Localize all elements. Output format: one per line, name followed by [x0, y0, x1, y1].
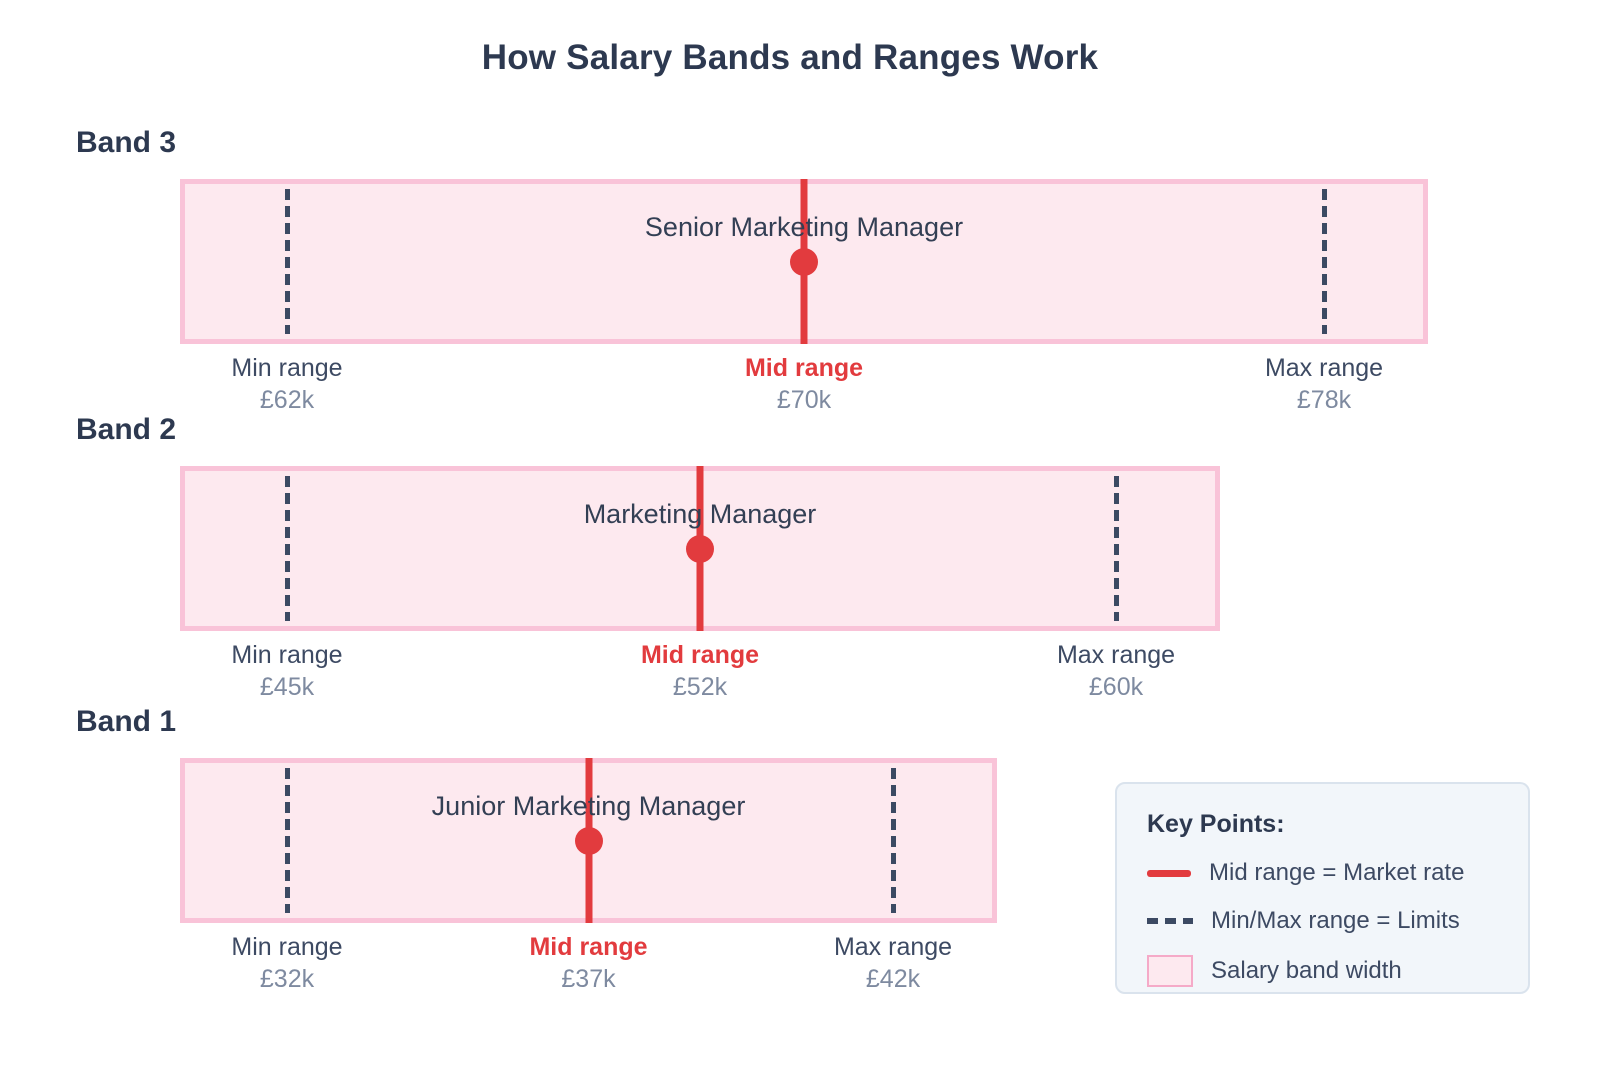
min-range-value: £62k	[259, 386, 315, 414]
min-range-name: Min range	[231, 354, 343, 382]
legend-item-label: Mid range = Market rate	[1209, 859, 1465, 886]
band-3-mid-range-label: Mid range £70k	[745, 353, 863, 415]
band-1-label: Band 1	[76, 705, 177, 738]
band-3-max-range-dashed-line	[1322, 189, 1327, 334]
min-range-value: £45k	[259, 673, 315, 701]
band-3-label: Band 3	[76, 126, 177, 159]
band-1-max-range-label: Max range £42k	[834, 932, 952, 994]
band-3-min-range-label: Min range £62k	[231, 353, 342, 415]
legend-item-salary-band-width: Salary band width	[1147, 955, 1508, 987]
legend-item-label: Salary band width	[1211, 957, 1402, 984]
band-3-role-label: Senior Marketing Manager	[644, 212, 964, 242]
band-2-mid-range-label: Mid range £52k	[641, 640, 759, 702]
band-2-max-range-label: Max range £60k	[1057, 640, 1175, 702]
band-2-max-range-dashed-line	[1114, 476, 1119, 621]
mid-range-value: £37k	[561, 965, 616, 993]
band-1-min-range-dashed-line	[285, 768, 290, 913]
band-2-salary-band-rect: Marketing Manager	[180, 466, 1220, 631]
min-range-name: Min range	[231, 933, 343, 961]
band-3-salary-band-rect: Senior Marketing Manager	[180, 179, 1428, 344]
min-range-value: £32k	[259, 965, 315, 993]
max-range-name: Max range	[1264, 354, 1384, 382]
mid-range-name: Mid range	[640, 641, 760, 669]
mid-range-value: £70k	[776, 386, 832, 414]
max-range-name: Max range	[833, 933, 953, 961]
band-1-market-rate-dot	[574, 826, 603, 855]
min-range-name: Min range	[231, 641, 343, 669]
max-range-name: Max range	[1056, 641, 1176, 669]
band-2-min-range-dashed-line	[285, 476, 290, 621]
legend-title: Key Points:	[1147, 810, 1285, 838]
band-2-min-range-label: Min range £45k	[231, 640, 342, 702]
band-3-min-range-dashed-line	[285, 189, 290, 334]
mid-range-name: Mid range	[529, 933, 648, 961]
band-1-mid-range-label: Mid range £37k	[529, 932, 647, 994]
red-line-swatch-icon	[1147, 869, 1191, 877]
band-1-min-range-label: Min range £32k	[231, 932, 342, 994]
pink-box-swatch-icon	[1147, 955, 1193, 987]
max-range-value: £60k	[1088, 673, 1144, 701]
legend-item-label: Min/Max range = Limits	[1211, 907, 1460, 934]
legend-item-min-max-range: Min/Max range = Limits	[1147, 907, 1508, 935]
band-1-role-label: Junior Marketing Manager	[431, 791, 746, 821]
legend-key-points: Key Points: Mid range = Market rate Min/…	[1115, 782, 1530, 994]
mid-range-value: £52k	[672, 673, 728, 701]
mid-range-name: Mid range	[744, 354, 864, 382]
band-3-market-rate-dot	[790, 247, 818, 276]
band-2-market-rate-dot	[686, 534, 714, 563]
legend-item-mid-range: Mid range = Market rate	[1147, 859, 1508, 887]
band-1-salary-band-rect: Junior Marketing Manager	[180, 758, 997, 923]
max-range-value: £78k	[1296, 386, 1352, 414]
band-3-max-range-label: Max range £78k	[1265, 353, 1383, 415]
dashed-line-swatch-icon	[1147, 918, 1193, 924]
band-2-label: Band 2	[76, 413, 177, 446]
band-2-role-label: Marketing Manager	[583, 499, 817, 529]
max-range-value: £42k	[865, 965, 921, 993]
band-1-max-range-dashed-line	[891, 768, 896, 913]
page-title: How Salary Bands and Ranges Work	[481, 38, 1099, 77]
